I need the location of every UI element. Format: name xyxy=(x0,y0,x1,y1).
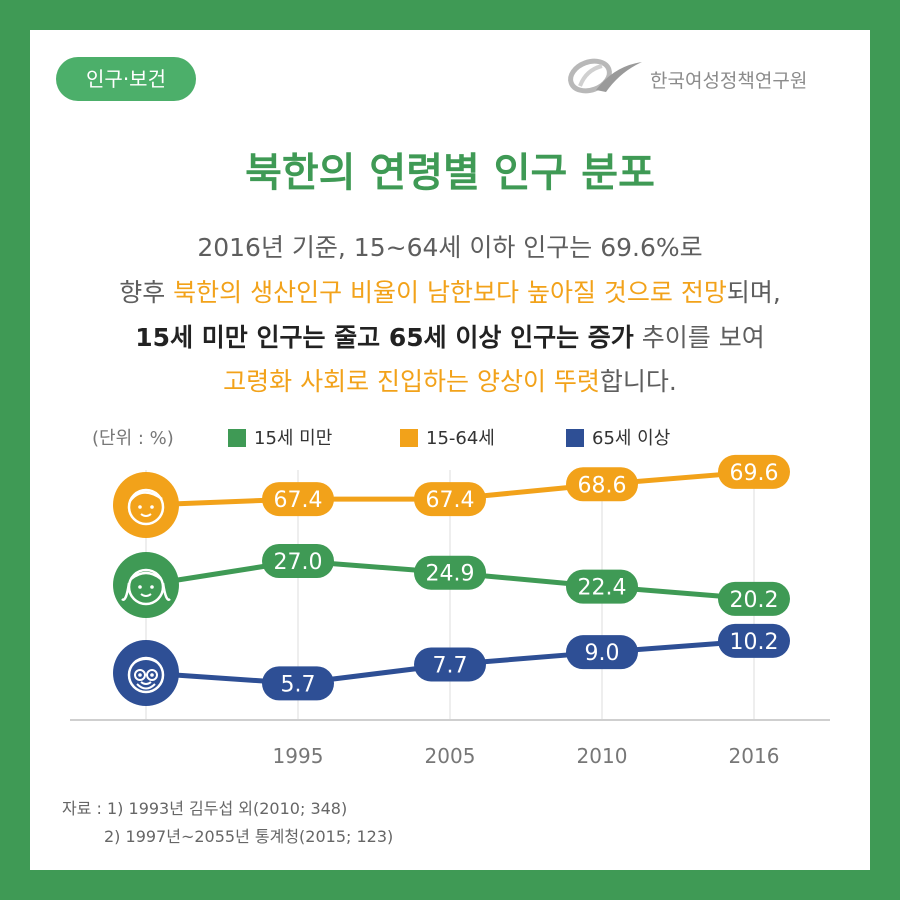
face-outline xyxy=(127,488,165,526)
data-point xyxy=(566,635,638,670)
data-label: 22.4 xyxy=(578,576,627,601)
desc-highlight: 고령화 사회로 진입하는 양상이 뚜렷 xyxy=(223,367,600,396)
x-tick-label: 2005 xyxy=(425,744,476,768)
glasses xyxy=(146,669,158,681)
source-line-2: 2) 1997년~2055년 통계청(2015; 123) xyxy=(104,827,394,846)
eye xyxy=(138,585,142,589)
data-label: 10.2 xyxy=(730,630,779,655)
legend-label: 15-64세 xyxy=(426,428,495,449)
eye xyxy=(150,673,154,677)
desc-line-1: 2016년 기준, 15~64세 이하 인구는 69.6%로 xyxy=(197,233,703,262)
data-point xyxy=(262,544,334,578)
data-label: 20.2 xyxy=(730,588,779,613)
hair xyxy=(121,582,171,601)
legend-label: 65세 이상 xyxy=(592,428,671,449)
data-label: 24.9 xyxy=(426,562,475,587)
child-face-icon xyxy=(113,552,179,618)
legend-swatch xyxy=(566,429,584,447)
unit-label: (단위 : %) xyxy=(92,428,174,449)
org-name: 한국여성정책연구원 xyxy=(650,70,808,92)
data-label: 69.6 xyxy=(730,461,779,486)
data-point xyxy=(566,467,638,502)
data-point xyxy=(414,647,486,682)
hair xyxy=(129,491,163,502)
mouth xyxy=(140,681,152,685)
legend-item-65plus: 65세 이상 xyxy=(566,424,670,450)
data-point xyxy=(718,581,790,616)
eye xyxy=(150,505,154,509)
eye xyxy=(138,673,142,677)
legend-item-15to64: 15-64세 xyxy=(400,424,495,450)
data-label: 68.6 xyxy=(578,473,627,498)
data-point xyxy=(718,454,790,489)
legend-item-under15: 15세 미만 xyxy=(228,424,332,450)
legend-swatch xyxy=(228,429,246,447)
x-tick-label: 2010 xyxy=(577,744,628,768)
source-line-1: 자료 : 1) 1993년 김두섭 외(2010; 348) xyxy=(62,799,348,818)
data-label: 9.0 xyxy=(585,641,620,666)
adult-face-icon xyxy=(113,472,179,538)
mouth xyxy=(140,593,152,597)
desc-line-2: 향후 북한의 생산인구 비율이 남한보다 높아질 것으로 전망되며, xyxy=(0,273,900,309)
eye xyxy=(150,585,154,589)
x-tick-label: 2016 xyxy=(729,744,780,768)
x-tick-label: 1995 xyxy=(273,744,324,768)
desc-text: 향후 xyxy=(119,278,174,307)
desc-text: 추이를 보여 xyxy=(633,323,765,352)
legend-swatch xyxy=(400,429,418,447)
desc-emphasis: 15세 미만 인구는 줄고 65세 이상 인구는 증가 xyxy=(135,323,634,352)
data-point xyxy=(262,666,334,701)
data-point xyxy=(566,569,638,604)
org-logo-icon xyxy=(568,58,642,94)
desc-line-3: 15세 미만 인구는 줄고 65세 이상 인구는 증가 추이를 보여 xyxy=(0,318,900,354)
data-point xyxy=(718,623,790,658)
data-label: 7.7 xyxy=(433,653,468,678)
desc-line-4: 고령화 사회로 진입하는 양상이 뚜렷합니다. xyxy=(0,362,900,398)
desc-text: 합니다. xyxy=(599,367,677,396)
beard xyxy=(136,683,156,690)
card xyxy=(30,30,870,870)
page-title: 북한의 연령별 인구 분포 xyxy=(245,150,655,196)
desc-text: 되며, xyxy=(726,278,781,307)
desc-highlight: 북한의 생산인구 비율이 남한보다 높아질 것으로 전망 xyxy=(173,278,727,307)
data-point xyxy=(414,482,486,517)
legend-label: 15세 미만 xyxy=(254,428,333,449)
line-chart: 27.0 24.9 22.4 20.2 67.4 67.4 68.6 69.6 5.7 7.7 9.… xyxy=(70,454,830,768)
mouth xyxy=(140,513,152,517)
category-badge: 인구·보건 xyxy=(56,57,196,101)
hair xyxy=(133,658,159,664)
glasses xyxy=(134,669,146,681)
elder-face-icon xyxy=(113,640,179,706)
data-point xyxy=(262,482,334,517)
eye xyxy=(138,505,142,509)
data-label: 27.0 xyxy=(274,550,323,575)
data-point xyxy=(414,555,486,590)
data-label: 67.4 xyxy=(426,488,475,513)
data-label: 67.4 xyxy=(274,488,323,513)
data-label: 5.7 xyxy=(281,672,316,697)
bangs xyxy=(130,571,162,581)
